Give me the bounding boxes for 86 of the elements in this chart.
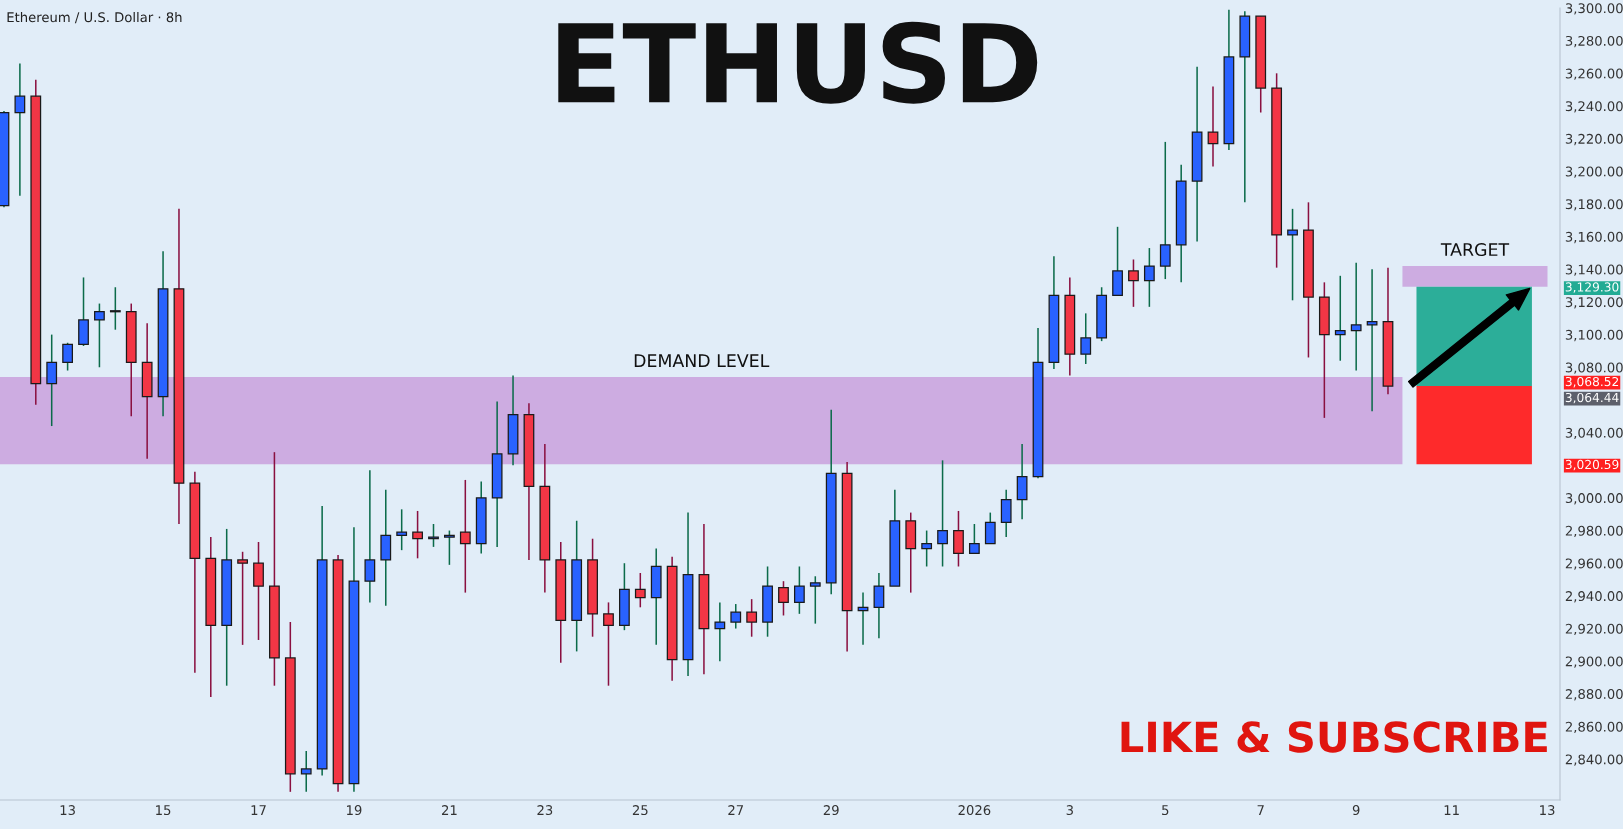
candlestick [1016,443,1028,520]
y-tick-label: 3,300.00 [1565,3,1623,15]
candlestick [921,529,933,568]
y-tick-label: 3,240.00 [1565,101,1623,113]
candlestick [793,565,805,615]
candlestick [1334,275,1346,362]
candlestick [428,523,439,548]
candlestick [444,529,455,566]
chart-title: ETHUSD [558,21,1038,104]
candlestick [953,510,964,568]
chart-subtitle: Ethereum / U.S. Dollar · 8h [7,11,182,24]
x-tick-label: 29 [823,805,839,816]
x-tick-label: 2026 [958,805,991,816]
y-tick-label: 3,200.00 [1565,166,1623,178]
candlestick [968,523,980,555]
candlestick [984,511,996,545]
candlestick [714,601,726,662]
candlestick [1159,141,1171,280]
candlestick [937,459,948,568]
y-tick-label: 2,940.00 [1565,591,1623,603]
x-tick-label: 23 [537,805,553,816]
candlestick [1207,85,1219,168]
y-tick-label: 3,260.00 [1565,68,1623,80]
candlestick [300,750,312,793]
y-tick-label: 2,840.00 [1565,754,1623,766]
candlestick [412,510,423,560]
candlestick [1080,312,1092,365]
x-tick-label: 25 [632,805,648,816]
x-tick-label: 27 [728,805,744,815]
candlestick [253,541,264,641]
x-tick-label: 9 [1352,805,1360,816]
y-tick-label: 3,100.00 [1565,329,1623,342]
y-tick-label: 3,180.00 [1565,199,1623,211]
candlestick [14,62,26,197]
candlestick [603,601,614,687]
candlestick [237,551,248,646]
candlestick [1287,208,1298,302]
x-tick-label: 21 [441,805,457,815]
candlestick [1350,261,1362,372]
candlestick [730,603,742,630]
y-tick-label: 3,120.00 [1565,297,1623,309]
candlestick [1366,268,1378,413]
y-tick-label: 2,980.00 [1565,525,1623,538]
y-tick-label: 3,068.52 [1565,376,1619,388]
annotation: LIKE & SUBSCRIBE [1121,721,1547,753]
candlestick [396,508,408,551]
y-tick-label: 3,040.00 [1565,427,1623,440]
x-tick-label: 5 [1162,805,1169,816]
y-tick-label: 3,020.59 [1565,459,1619,471]
band-label: TARGET [1440,242,1510,257]
candlestick [1128,258,1139,308]
y-tick-label: 3,160.00 [1565,231,1623,244]
x-tick-label: 3 [1066,805,1073,816]
x-tick-label: 17 [251,805,266,815]
y-tick-label: 3,080.00 [1565,362,1623,374]
candlestick [1143,247,1155,308]
candlestick [778,580,789,617]
y-tick-label: 3,140.00 [1565,264,1623,276]
x-tick-label: 19 [347,805,362,816]
y-tick-label: 3,129.30 [1565,282,1619,293]
x-tick-label: 15 [156,805,171,816]
y-tick-label: 2,960.00 [1565,558,1623,570]
y-tick-label: 2,920.00 [1565,623,1623,636]
candlestick [459,479,471,594]
candlestick [94,302,105,369]
candlestick [46,333,58,427]
candlestick [1000,488,1012,538]
candlestick [873,572,885,640]
y-tick-label: 2,900.00 [1565,656,1623,668]
x-tick-label: 13 [60,805,75,816]
candlestick [746,598,758,638]
y-tick-label: 2,880.00 [1565,689,1623,701]
x-tick-label: 13 [1540,805,1555,816]
y-tick-label: 3,000.00 [1565,493,1623,505]
candlestick [634,572,646,609]
candlestick [109,286,121,331]
x-tick-label: 7 [1257,805,1264,815]
candlestick [809,575,821,625]
candlestick [364,469,376,604]
x-tick-label: 11 [1444,805,1459,815]
band-label: DEMAND LEVEL [634,354,770,367]
y-tick-label: 3,280.00 [1565,35,1623,48]
y-tick-label: 2,860.00 [1565,721,1623,734]
y-tick-label: 3,220.00 [1565,133,1623,146]
candlestick [62,341,74,372]
y-tick-label: 3,064.44 [1565,392,1619,404]
